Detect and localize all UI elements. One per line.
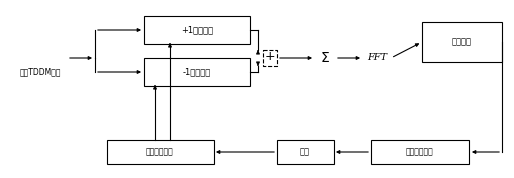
Bar	[277, 140, 334, 164]
Text: Σ: Σ	[321, 51, 329, 65]
Bar	[144, 58, 250, 86]
Text: +1扩频模块: +1扩频模块	[181, 25, 213, 35]
Bar	[371, 140, 469, 164]
Bar	[422, 22, 502, 62]
Bar	[144, 16, 250, 44]
Text: 门限判决: 门限判决	[452, 38, 472, 46]
Text: 伪码发生模块: 伪码发生模块	[146, 148, 174, 156]
Text: 数控振荡单元: 数控振荡单元	[406, 148, 434, 156]
Text: 基带TDDM信号: 基带TDDM信号	[19, 67, 61, 77]
Text: FFT: FFT	[367, 54, 387, 62]
Text: +: +	[265, 51, 276, 64]
Text: 调整: 调整	[300, 148, 310, 156]
Text: -1扩频模块: -1扩频模块	[183, 67, 211, 77]
Bar	[106, 140, 213, 164]
